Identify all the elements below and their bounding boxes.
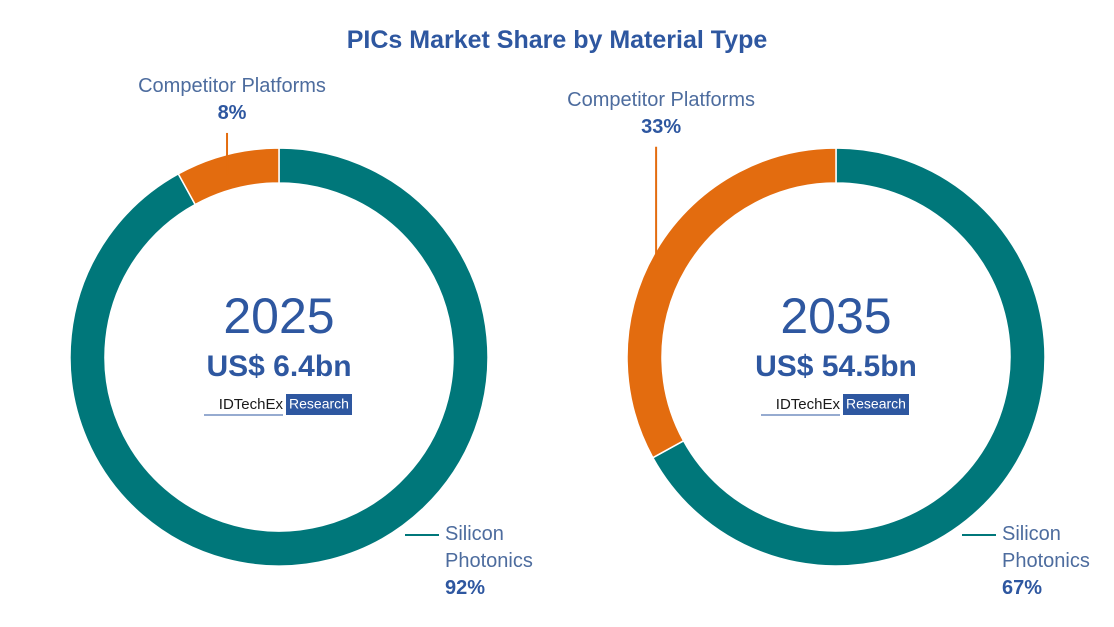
label-name: Competitor Platforms [567,88,756,111]
donut-slice [69,147,489,567]
badge-box [843,394,909,415]
label-name: Silicon Photonics [1002,523,1090,572]
label-value: 67% [1002,577,1043,599]
label-name: Competitor Platforms [138,74,326,97]
badge: Research [289,396,349,412]
center-year: 2035 [780,288,891,344]
label-value: 8% [217,101,247,124]
center-value: US$ 6.4bn [206,350,351,383]
label: Silicon Photonics 92% [445,521,565,602]
center-value: US$ 54.5bn [755,350,917,383]
label-value: 33% [641,115,682,138]
label: Competitor Platforms 8% [102,73,362,127]
brand: IDTechEx [219,396,284,413]
label: Competitor Platforms 33% [531,87,791,141]
label: Silicon Photonics 67% [1002,521,1114,602]
chart-title: PICs Market Share by Material Type [346,26,768,54]
donut-slice [651,147,1046,567]
center-year: 2025 [223,288,334,344]
donut-slice [177,147,280,206]
badge-box [286,394,352,415]
donut-slice [626,147,837,459]
label-name: Silicon Photonics [445,523,533,572]
label-value: 92% [445,577,486,599]
badge: Research [846,396,906,412]
brand: IDTechEx [776,396,841,413]
